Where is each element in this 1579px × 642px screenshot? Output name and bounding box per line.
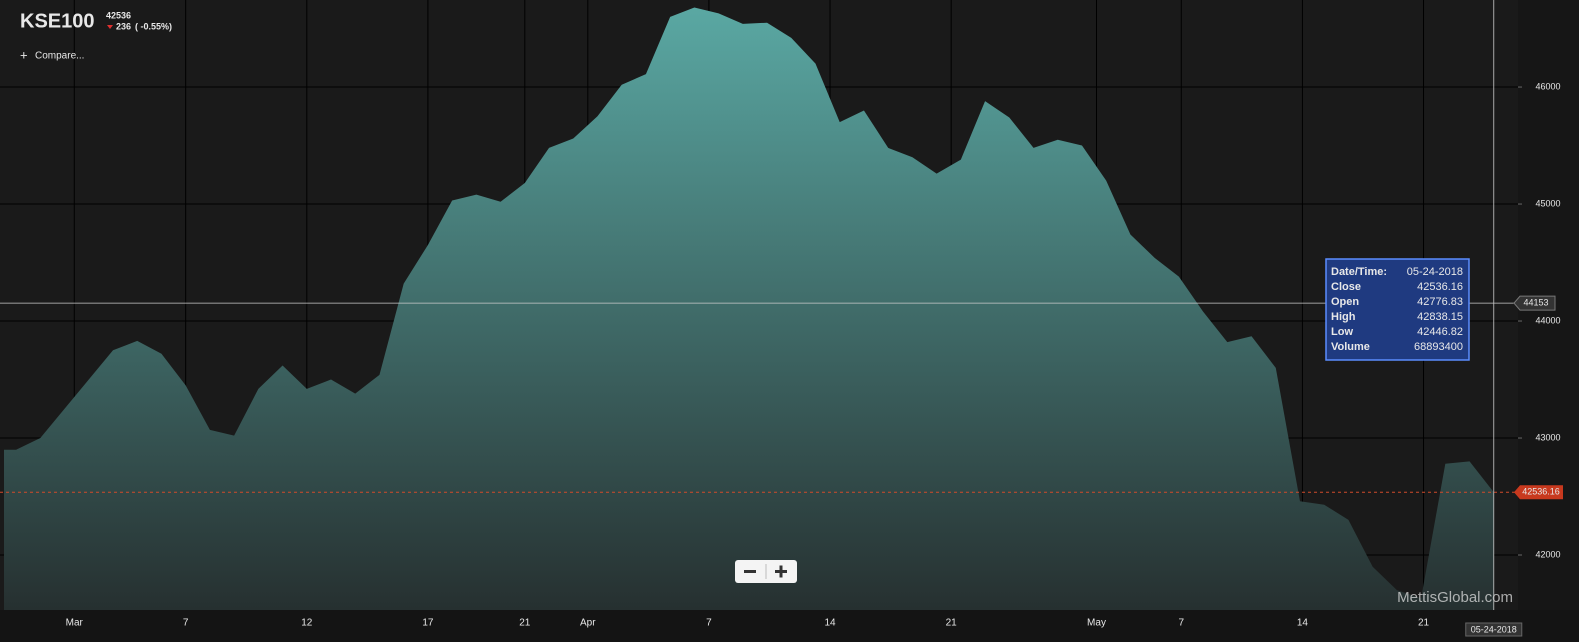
- x-tick-label: 21: [519, 618, 531, 629]
- y-tick-label: 42000: [1535, 549, 1560, 559]
- date-label: 05-24-2018: [1471, 624, 1517, 634]
- tooltip-value: 42776.83: [1417, 296, 1463, 308]
- tooltip-key: Volume: [1331, 341, 1370, 353]
- x-tick-label: 7: [183, 618, 189, 629]
- tooltip-key: Open: [1331, 296, 1359, 308]
- x-tick-label: 14: [824, 618, 836, 629]
- last-price-label: 42536.16: [1522, 487, 1560, 497]
- x-tick-label: 12: [301, 618, 313, 629]
- tooltip-value: 42446.82: [1417, 326, 1463, 338]
- x-tick-label: 14: [1297, 618, 1309, 629]
- zoom-out[interactable]: [744, 570, 756, 573]
- zoom-controls: [735, 560, 797, 583]
- tooltip-value: 05-24-2018: [1407, 266, 1463, 278]
- tooltip-key: Low: [1331, 326, 1353, 338]
- compare[interactable]: Compare...: [35, 51, 84, 62]
- tooltip-value: 42838.15: [1417, 311, 1463, 323]
- tooltip: [1325, 258, 1470, 361]
- date-tag: [1465, 622, 1523, 637]
- change: 236: [116, 21, 131, 31]
- tooltip-value: 42536.16: [1417, 281, 1463, 293]
- x-tick-label: May: [1087, 618, 1106, 629]
- x-tick-label: 17: [422, 618, 434, 629]
- overlay: KSE100 42536 236 ( -0.55%) + Compare...: [20, 10, 797, 583]
- x-tick-label: Mar: [66, 618, 84, 629]
- last-price-tag: [1514, 485, 1563, 500]
- zoom-in[interactable]: [779, 565, 783, 578]
- price: 42536: [106, 10, 131, 20]
- tooltip-value: 68893400: [1414, 341, 1463, 353]
- y-tick-label: 45000: [1535, 198, 1560, 208]
- crosshair-tag: [1513, 295, 1556, 311]
- plot: MettisGlobal.com: [0, 0, 1518, 610]
- watermark: MettisGlobal.com: [1397, 589, 1513, 606]
- x-tick-label: 21: [1418, 618, 1430, 629]
- down-arrow: [107, 25, 113, 29]
- x-tick-label: 7: [1179, 618, 1185, 629]
- crosshair-label: 44153: [1523, 298, 1548, 308]
- area: [4, 7, 1494, 610]
- change-pct: ( -0.55%): [135, 21, 172, 31]
- y-axis-area: [1518, 0, 1579, 642]
- y-tick-label: 44000: [1535, 315, 1560, 325]
- y-tick-label: 46000: [1535, 81, 1560, 91]
- y-tick-label: 43000: [1535, 432, 1560, 442]
- compare-plus[interactable]: +: [20, 47, 28, 62]
- x-tick-label: Apr: [580, 618, 596, 629]
- tooltip-key: Date/Time:: [1331, 266, 1387, 278]
- x-axis-area: [0, 610, 1579, 642]
- symbol: KSE100: [20, 10, 95, 32]
- x-tick-label: 7: [706, 618, 712, 629]
- x-tick-label: 21: [946, 618, 958, 629]
- tooltip-key: High: [1331, 311, 1356, 323]
- tooltip-key: Close: [1331, 281, 1361, 293]
